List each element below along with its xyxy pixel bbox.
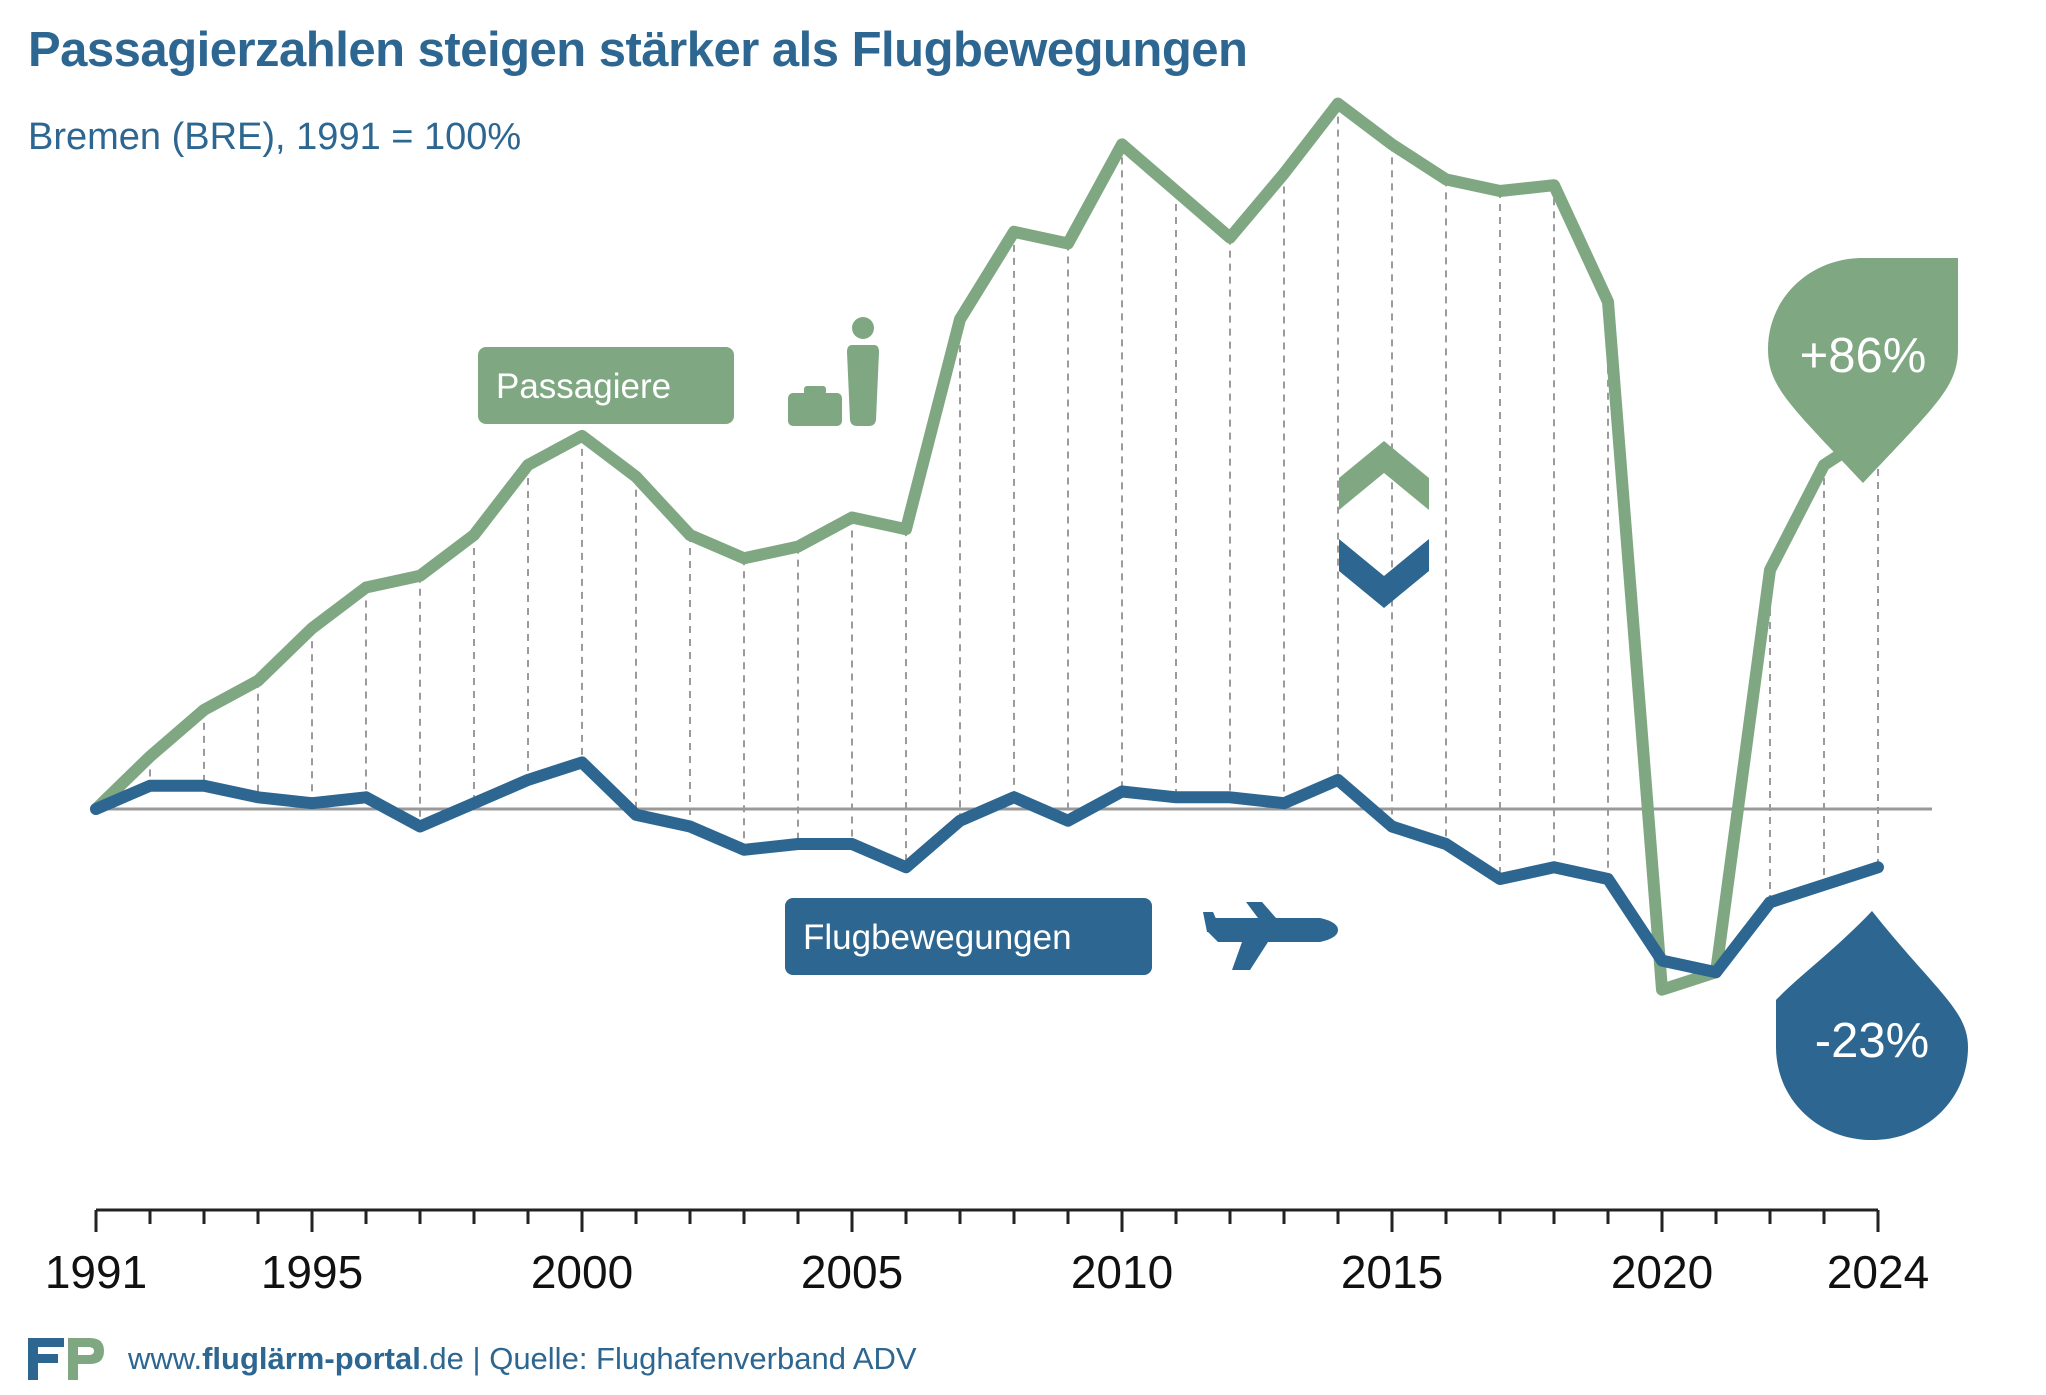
x-tick-label: 1991 xyxy=(45,1246,147,1298)
footer-source: Quelle: Flughafenverband ADV xyxy=(489,1341,917,1376)
passengers-change-label: +86% xyxy=(1800,329,1927,383)
passengers-change-badge: +86% xyxy=(1768,258,1958,483)
legend-movements: Flugbewegungen xyxy=(785,898,1152,975)
drop-lines xyxy=(149,103,1879,990)
series-line-passagiere xyxy=(90,97,1884,996)
x-tick-label: 2015 xyxy=(1341,1246,1443,1298)
x-tick-label: 2000 xyxy=(531,1246,633,1298)
footer: www. fluglärm-portal .de | Quelle: Flughaf… xyxy=(28,1335,917,1383)
series-lines xyxy=(90,97,1884,996)
footer-site-prefix[interactable]: www. xyxy=(128,1341,203,1376)
fp-logo-icon xyxy=(28,1338,104,1380)
legend-movements-label: Flugbewegungen xyxy=(803,918,1072,957)
footer-separator: | xyxy=(463,1341,490,1376)
chart-subtitle: Bremen (BRE), 1991 = 100% xyxy=(28,116,522,158)
x-tick-label: 2024 xyxy=(1827,1246,1929,1298)
x-tick-label: 1995 xyxy=(261,1246,363,1298)
movements-change-badge: -23% xyxy=(1776,911,1968,1140)
airplane-icon xyxy=(1203,902,1338,970)
x-tick-label: 2020 xyxy=(1611,1246,1713,1298)
legend-passengers-label: Passagiere xyxy=(496,367,671,406)
legend-passengers: Passagiere xyxy=(478,347,734,424)
person-with-suitcase-icon xyxy=(788,317,879,426)
x-axis: 1991 1995 2000 2005 2010 2015 2020 2024 xyxy=(45,1208,1929,1298)
movements-change-label: -23% xyxy=(1815,1014,1929,1068)
x-tick-label: 2010 xyxy=(1071,1246,1173,1298)
footer-site-suffix[interactable]: .de xyxy=(420,1341,464,1376)
footer-site-name[interactable]: fluglärm-portal xyxy=(202,1341,421,1376)
series-line-flugbewegungen xyxy=(90,756,1884,979)
chart-title: Passagierzahlen steigen stärker als Flug… xyxy=(28,23,1248,77)
chevron-up-down-icon xyxy=(1339,441,1429,608)
x-tick-label: 2005 xyxy=(801,1246,903,1298)
